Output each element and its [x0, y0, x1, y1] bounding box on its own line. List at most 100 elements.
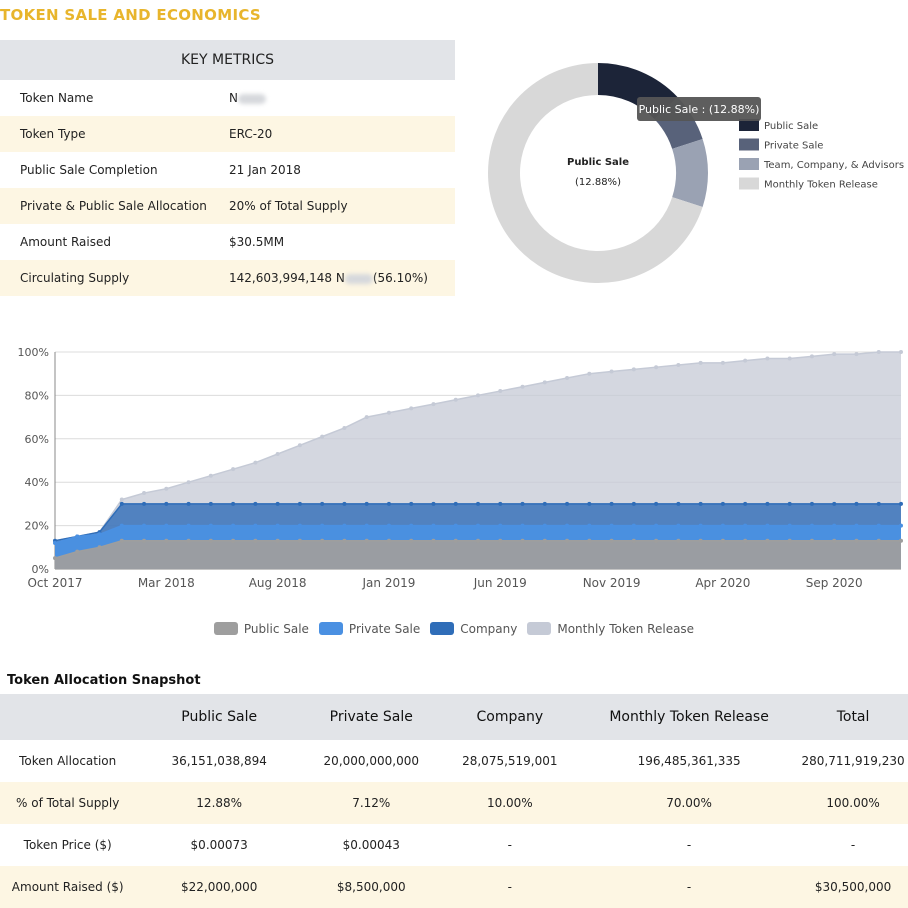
data-point[interactable] [765, 501, 770, 506]
data-point[interactable] [186, 501, 191, 506]
data-point[interactable] [809, 501, 814, 506]
data-point[interactable] [53, 540, 57, 545]
data-point[interactable] [720, 501, 725, 506]
data-point[interactable] [208, 501, 213, 506]
data-point[interactable] [364, 523, 369, 528]
data-point[interactable] [453, 397, 458, 402]
data-point[interactable] [164, 523, 169, 528]
data-point[interactable] [119, 497, 124, 502]
data-point[interactable] [409, 406, 414, 411]
data-point[interactable] [297, 538, 302, 543]
data-point[interactable] [164, 486, 169, 491]
data-point[interactable] [720, 523, 725, 528]
data-point[interactable] [409, 523, 414, 528]
data-point[interactable] [208, 538, 213, 543]
data-point[interactable] [765, 538, 770, 543]
data-point[interactable] [743, 538, 748, 543]
data-point[interactable] [253, 523, 258, 528]
data-point[interactable] [75, 549, 80, 554]
data-point[interactable] [208, 523, 213, 528]
data-point[interactable] [698, 360, 703, 365]
data-point[interactable] [119, 501, 124, 506]
legend-item[interactable]: Public Sale [213, 622, 309, 636]
data-point[interactable] [787, 523, 792, 528]
data-point[interactable] [520, 538, 525, 543]
data-point[interactable] [275, 501, 280, 506]
data-point[interactable] [186, 480, 191, 485]
data-point[interactable] [743, 523, 748, 528]
data-point[interactable] [809, 354, 814, 359]
data-point[interactable] [587, 523, 592, 528]
data-point[interactable] [386, 523, 391, 528]
data-point[interactable] [275, 538, 280, 543]
data-point[interactable] [876, 523, 881, 528]
data-point[interactable] [765, 523, 770, 528]
data-point[interactable] [164, 538, 169, 543]
data-point[interactable] [431, 501, 436, 506]
data-point[interactable] [899, 523, 903, 528]
data-point[interactable] [676, 501, 681, 506]
data-point[interactable] [899, 350, 903, 354]
data-point[interactable] [253, 501, 258, 506]
donut-slice[interactable] [487, 63, 703, 283]
data-point[interactable] [231, 523, 236, 528]
data-point[interactable] [476, 501, 480, 506]
data-point[interactable] [565, 501, 570, 506]
data-point[interactable] [698, 501, 703, 506]
data-point[interactable] [787, 538, 792, 543]
donut-slice[interactable] [672, 139, 708, 207]
data-point[interactable] [720, 538, 725, 543]
data-point[interactable] [476, 523, 480, 528]
data-point[interactable] [142, 523, 147, 528]
data-point[interactable] [320, 501, 325, 506]
data-point[interactable] [854, 352, 859, 357]
data-point[interactable] [565, 376, 570, 381]
data-point[interactable] [297, 501, 302, 506]
data-point[interactable] [342, 501, 347, 506]
data-point[interactable] [386, 538, 391, 543]
data-point[interactable] [654, 501, 659, 506]
data-point[interactable] [654, 523, 659, 528]
data-point[interactable] [609, 369, 614, 374]
data-point[interactable] [386, 410, 391, 415]
data-point[interactable] [364, 415, 369, 420]
data-point[interactable] [297, 443, 302, 448]
data-point[interactable] [876, 501, 881, 506]
legend-label[interactable]: Public Sale [764, 121, 818, 132]
data-point[interactable] [453, 538, 458, 543]
legend-item[interactable]: Private Sale [318, 622, 420, 636]
data-point[interactable] [186, 523, 191, 528]
legend-label[interactable]: Monthly Token Release [764, 180, 878, 191]
data-point[interactable] [253, 460, 258, 465]
data-point[interactable] [832, 538, 837, 543]
data-point[interactable] [899, 501, 903, 506]
data-point[interactable] [498, 389, 503, 394]
data-point[interactable] [142, 491, 147, 496]
data-point[interactable] [520, 501, 525, 506]
data-point[interactable] [631, 538, 636, 543]
data-point[interactable] [431, 538, 436, 543]
data-point[interactable] [275, 523, 280, 528]
data-point[interactable] [364, 538, 369, 543]
data-point[interactable] [498, 523, 503, 528]
data-point[interactable] [565, 523, 570, 528]
data-point[interactable] [676, 523, 681, 528]
data-point[interactable] [186, 538, 191, 543]
data-point[interactable] [409, 501, 414, 506]
data-point[interactable] [431, 523, 436, 528]
data-point[interactable] [320, 434, 325, 439]
data-point[interactable] [787, 501, 792, 506]
data-point[interactable] [431, 402, 436, 407]
data-point[interactable] [342, 425, 347, 430]
data-point[interactable] [832, 501, 837, 506]
data-point[interactable] [498, 501, 503, 506]
data-point[interactable] [476, 538, 480, 543]
legend-item[interactable]: Company [430, 622, 517, 636]
data-point[interactable] [164, 501, 169, 506]
data-point[interactable] [743, 501, 748, 506]
legend-label[interactable]: Private Sale [764, 141, 823, 152]
data-point[interactable] [832, 523, 837, 528]
data-point[interactable] [476, 393, 480, 398]
data-point[interactable] [386, 501, 391, 506]
data-point[interactable] [854, 501, 859, 506]
